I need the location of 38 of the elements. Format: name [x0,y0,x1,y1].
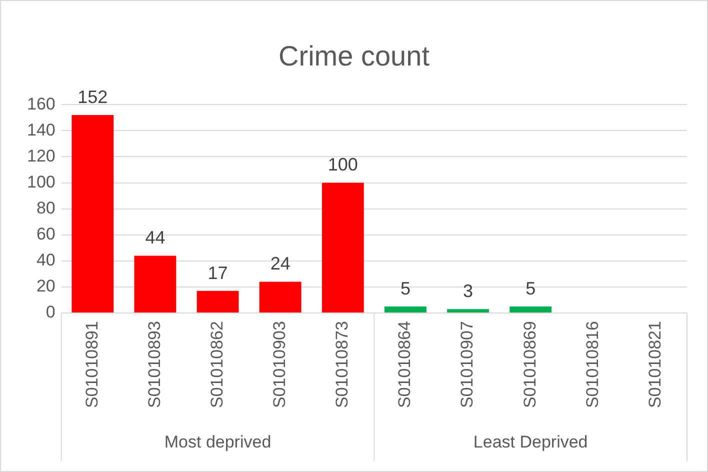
x-tick-label: S01010873 [332,321,352,408]
data-label: 152 [78,86,108,107]
data-label: 5 [400,278,410,298]
bar [322,182,364,313]
x-tick-label: S01010816 [582,321,602,408]
bar [196,290,239,313]
data-label: 5 [526,278,536,298]
y-tick-label: 80 [36,198,56,218]
y-tick-label: 100 [26,172,56,192]
y-tick-label: 0 [46,302,56,322]
bar [510,306,552,313]
y-tick-label: 20 [36,276,56,296]
bar [259,282,302,313]
data-label: 24 [270,254,290,274]
x-tick-label: S01010893 [144,321,164,408]
bar [384,306,426,313]
data-label: 44 [145,228,166,248]
text: Least Deprived [473,432,588,452]
y-tick-label: 60 [36,224,56,244]
x-tick-label: S01010821 [645,321,664,408]
x-tick-label: S01010862 [207,321,226,408]
data-label: 100 [328,154,358,175]
bar [134,256,176,313]
data-label: 3 [463,281,474,302]
text: Most deprived [164,432,272,452]
y-tick-label: 140 [26,120,56,140]
x-tick-label: S01010869 [520,321,540,408]
y-tick-label: 40 [36,250,56,270]
x-tick-label: S01010864 [395,321,414,408]
chart-title: Crime count [278,40,430,72]
data-label: 17 [208,262,228,283]
x-tick-label: S01010891 [82,321,102,408]
bar [72,115,114,313]
x-tick-label: S01010903 [270,321,290,408]
x-tick-label: S01010907 [458,321,477,408]
bar [447,309,489,313]
y-tick-label: 160 [26,94,56,114]
y-tick-label: 120 [26,146,56,166]
